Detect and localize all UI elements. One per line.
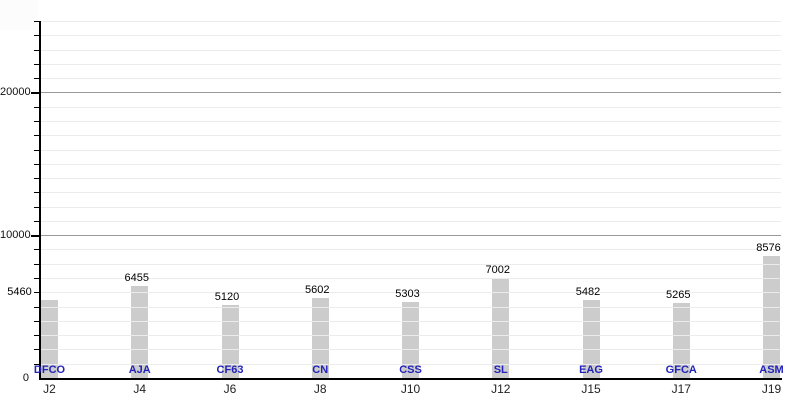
y-axis-tick	[31, 235, 41, 238]
minor-gridline	[41, 335, 781, 337]
y-axis-tick	[34, 278, 41, 280]
minor-gridline	[41, 349, 781, 351]
y-axis-label: 0	[22, 372, 29, 384]
y-axis-tick	[34, 320, 41, 322]
x-axis-label: J12	[491, 382, 511, 396]
minor-gridline	[41, 149, 781, 151]
minor-gridline	[41, 163, 781, 165]
bar	[582, 299, 600, 378]
x-axis-label: J15	[581, 382, 601, 396]
minor-gridline	[41, 106, 781, 108]
major-gridline	[41, 235, 781, 237]
club-label: EAG	[579, 364, 603, 376]
bar	[763, 255, 780, 378]
minor-gridline	[41, 78, 781, 80]
club-label: AJA	[128, 364, 151, 376]
minor-gridline	[41, 21, 781, 22]
y-axis-tick	[34, 249, 41, 251]
y-axis-tick	[34, 335, 41, 337]
club-label: CF63	[216, 364, 244, 376]
x-axis-label: J17	[671, 382, 691, 396]
value-label: 5602	[305, 284, 330, 296]
minor-gridline	[41, 278, 781, 280]
value-label: 5303	[395, 288, 420, 301]
minor-gridline	[41, 306, 781, 308]
club-label: CSS	[399, 364, 422, 376]
minor-gridline	[41, 320, 781, 322]
y-axis-label: 20000	[0, 86, 31, 99]
y-axis-tick	[34, 120, 41, 122]
x-axis-label: J8	[313, 382, 327, 396]
minor-gridline	[41, 292, 781, 294]
y-axis-tick	[34, 178, 41, 180]
y-axis-label: 10000	[0, 229, 31, 242]
minor-gridline	[41, 178, 781, 180]
y-axis-tick	[34, 292, 41, 294]
club-label: SL	[493, 364, 508, 376]
y-axis-tick	[34, 78, 41, 80]
corner-artifact	[0, 0, 38, 30]
minor-gridline	[41, 49, 781, 51]
minor-gridline	[41, 120, 781, 122]
minor-gridline	[41, 35, 781, 37]
value-label: 5120	[214, 290, 240, 303]
y-axis-tick	[31, 92, 41, 95]
value-label: 5460	[7, 286, 32, 299]
major-gridline	[41, 92, 781, 94]
y-axis-tick	[34, 149, 41, 151]
y-axis-tick	[34, 63, 41, 65]
y-axis-tick	[34, 49, 41, 51]
y-axis-tick	[34, 106, 41, 108]
y-axis-tick	[34, 163, 41, 165]
y-axis-tick	[34, 206, 41, 208]
y-axis-tick	[34, 263, 41, 265]
value-label: 7002	[485, 264, 510, 276]
x-axis-label: J19	[761, 382, 782, 396]
minor-gridline	[41, 63, 781, 65]
x-axis-line	[39, 378, 782, 380]
club-label: ASM	[759, 364, 784, 376]
y-axis-tick	[34, 135, 41, 137]
minor-gridline	[41, 135, 781, 137]
club-label: CN	[312, 364, 329, 376]
value-label: 6455	[124, 271, 149, 284]
minor-gridline	[41, 192, 781, 194]
bar	[41, 300, 58, 378]
x-axis-label: J6	[223, 382, 237, 396]
club-label: GFCA	[665, 364, 697, 376]
y-axis-line	[39, 21, 41, 380]
y-axis-tick	[34, 363, 41, 365]
y-axis-tick	[34, 306, 41, 308]
bar	[131, 285, 149, 378]
value-label: 8576	[756, 241, 781, 254]
y-axis-tick	[34, 192, 41, 194]
bar	[311, 298, 329, 378]
x-axis-label: J10	[400, 382, 421, 396]
y-axis-tick	[34, 21, 41, 22]
bar	[492, 278, 510, 378]
club-label: DFCO	[33, 364, 66, 376]
minor-gridline	[41, 220, 781, 222]
minor-gridline	[41, 263, 781, 265]
y-axis-tick	[34, 349, 41, 351]
x-axis-label: J4	[133, 382, 147, 396]
minor-gridline	[41, 249, 781, 251]
value-label: 5265	[666, 288, 691, 301]
minor-gridline	[41, 363, 781, 365]
bar	[221, 304, 239, 378]
x-axis-label: J2	[43, 382, 56, 396]
value-label: 5482	[575, 285, 601, 298]
y-axis-tick	[34, 35, 41, 37]
minor-gridline	[41, 206, 781, 208]
y-axis-tick	[34, 220, 41, 222]
